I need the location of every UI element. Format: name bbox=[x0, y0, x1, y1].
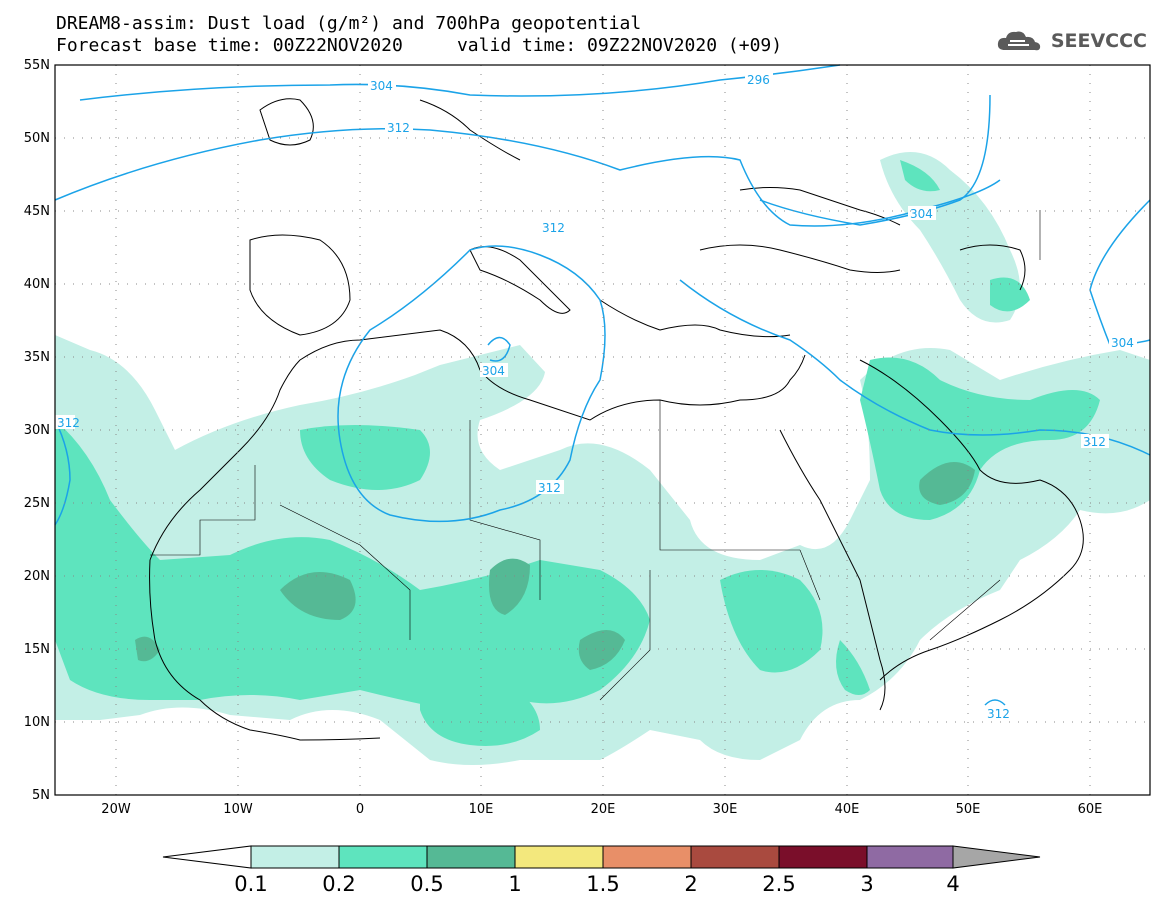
logo-text: SEEVCCC bbox=[1050, 30, 1147, 52]
lon-label: 50E bbox=[956, 802, 981, 817]
colorbar-label: 0.5 bbox=[410, 872, 443, 896]
lat-label: 5N bbox=[32, 788, 50, 803]
lon-label: 20W bbox=[101, 802, 131, 817]
contour-label: 312 bbox=[538, 481, 561, 495]
lat-label: 20N bbox=[24, 569, 50, 584]
colorbar-label: 2.5 bbox=[762, 872, 795, 896]
contour-label: 312 bbox=[542, 221, 565, 235]
contour-label: 296 bbox=[747, 73, 770, 87]
dust-field-medium bbox=[55, 160, 1100, 746]
lat-label: 40N bbox=[24, 277, 50, 292]
colorbar-label: 4 bbox=[946, 872, 959, 896]
colorbar-swatch bbox=[602, 845, 692, 869]
lon-label: 0 bbox=[356, 802, 364, 817]
seevccc-logo: SEEVCCC bbox=[995, 28, 1147, 54]
colorbar-swatch bbox=[866, 845, 954, 869]
coastlines bbox=[149, 98, 1084, 741]
colorbar-swatch bbox=[778, 845, 868, 869]
lon-label: 30E bbox=[713, 802, 738, 817]
colorbar-label: 3 bbox=[860, 872, 873, 896]
lon-label: 10W bbox=[223, 802, 253, 817]
country-borders bbox=[150, 210, 1041, 701]
lat-label: 10N bbox=[24, 715, 50, 730]
latitude-labels: 55N 50N 45N 40N 35N 30N 25N 20N 15N 10N … bbox=[24, 58, 50, 803]
lat-label: 35N bbox=[24, 350, 50, 365]
lon-label: 10E bbox=[469, 802, 494, 817]
colorbar-label: 2 bbox=[684, 872, 697, 896]
map-frame bbox=[54, 64, 1151, 796]
lat-label: 45N bbox=[24, 204, 50, 219]
contour-label: 312 bbox=[387, 121, 410, 135]
lat-label: 30N bbox=[24, 423, 50, 438]
forecast-time-line: Forecast base time: 00Z22NOV2020 valid t… bbox=[56, 35, 783, 56]
contour-label: 304 bbox=[370, 79, 393, 93]
contour-label: 312 bbox=[57, 416, 80, 430]
lon-label: 60E bbox=[1078, 802, 1103, 817]
colorbar-swatch bbox=[250, 845, 340, 869]
cloud-icon bbox=[997, 31, 1040, 51]
lat-label: 50N bbox=[24, 131, 50, 146]
colorbar-swatch bbox=[426, 845, 516, 869]
colorbar-labels: 0.1 0.2 0.5 1 1.5 2 2.5 3 4 bbox=[234, 872, 959, 896]
map-title: DREAM8-assim: Dust load (g/m²) and 700hP… bbox=[56, 13, 642, 34]
colorbar-label: 0.2 bbox=[322, 872, 355, 896]
colorbar-swatch bbox=[690, 845, 780, 869]
colorbar-swatch bbox=[338, 845, 428, 869]
dust-field-dark bbox=[135, 462, 975, 670]
longitude-labels: 20W 10W 0 10E 20E 30E 40E 50E 60E bbox=[101, 802, 1102, 817]
colorbar bbox=[162, 845, 1041, 869]
colorbar-swatch bbox=[952, 845, 1041, 869]
contour-label: 304 bbox=[1111, 336, 1134, 350]
colorbar-swatch bbox=[162, 845, 252, 869]
colorbar-label: 1 bbox=[508, 872, 521, 896]
lat-label: 55N bbox=[24, 58, 50, 73]
contour-labels: 304 296 312 304 312 304 312 312 304 312 … bbox=[55, 72, 1137, 721]
contour-label: 304 bbox=[482, 364, 505, 378]
colorbar-label: 0.1 bbox=[234, 872, 267, 896]
contour-label: 312 bbox=[1083, 435, 1106, 449]
colorbar-swatch bbox=[514, 845, 604, 869]
lon-label: 20E bbox=[591, 802, 616, 817]
contour-label: 312 bbox=[987, 707, 1010, 721]
contour-label: 304 bbox=[910, 207, 933, 221]
lat-label: 25N bbox=[24, 496, 50, 511]
colorbar-label: 1.5 bbox=[586, 872, 619, 896]
lat-label: 15N bbox=[24, 642, 50, 657]
lon-label: 40E bbox=[835, 802, 860, 817]
